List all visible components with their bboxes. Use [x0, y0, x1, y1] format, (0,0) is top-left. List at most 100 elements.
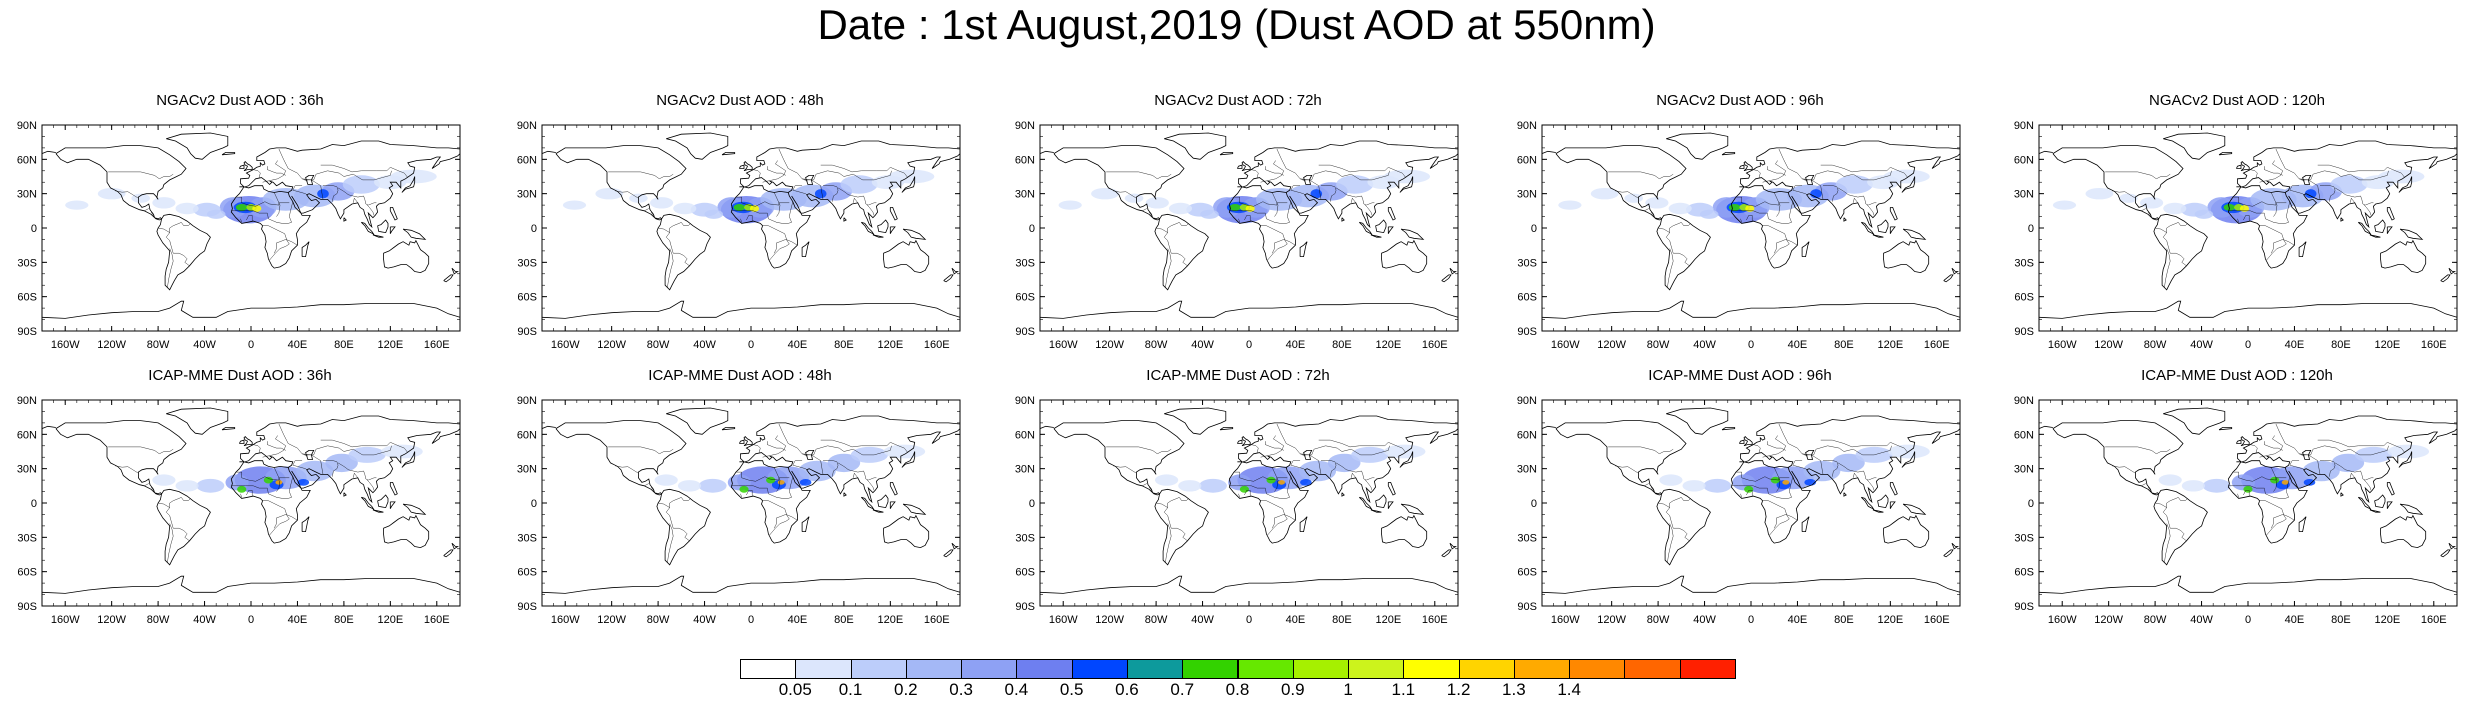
lat-tick-label: 60N	[17, 154, 37, 166]
lon-tick-label: 160W	[551, 614, 580, 626]
panel-title: ICAP-MME Dust AOD : 48h	[648, 367, 832, 384]
lat-tick-label: 0	[2028, 223, 2034, 235]
lon-tick-label: 40E	[788, 339, 808, 351]
lon-tick-label: 80W	[147, 614, 170, 626]
lon-tick-label: 120E	[1877, 614, 1903, 626]
lat-tick-label: 60S	[17, 567, 37, 579]
lon-tick-label: 160W	[551, 339, 580, 351]
colorbar-swatch	[1403, 659, 1460, 679]
colorbar-label: 1	[1343, 680, 1353, 699]
map-panel: ICAP-MME Dust AOD : 96h 90N 60N 30N 0 30S 60S 9…	[1500, 365, 1980, 640]
lat-tick-label: 30N	[1517, 189, 1537, 201]
lat-tick-label: 90N	[517, 120, 537, 132]
map-panel: NGACv2 Dust AOD : 96h 90N 60N 30N 0 30S 60S 90S…	[1500, 90, 1980, 365]
lon-tick-label: 80E	[2331, 614, 2351, 626]
lon-tick-label: 0	[1246, 339, 1252, 351]
lat-tick-label: 30S	[2014, 532, 2034, 544]
colorbar-swatch	[1458, 659, 1515, 679]
lon-tick-label: 120E	[2374, 339, 2400, 351]
lat-tick-label: 90S	[1517, 326, 1537, 338]
lat-tick-label: 90S	[1015, 326, 1035, 338]
lat-tick-label: 90S	[17, 326, 37, 338]
lat-tick-label: 90N	[17, 120, 37, 132]
map-panel: NGACv2 Dust AOD : 36h 90N 60N 30N 0 30S 60S 90S…	[0, 90, 480, 365]
colorbar-swatch	[961, 659, 1018, 679]
colorbar-label: 0.9	[1280, 680, 1305, 699]
lat-tick-label: 60S	[2014, 292, 2034, 304]
colorbar-label: 1.2	[1446, 680, 1471, 699]
lon-tick-label: 160W	[1551, 339, 1580, 351]
lat-tick-label: 0	[1029, 223, 1035, 235]
lat-tick-label: 90S	[1015, 601, 1035, 613]
lat-tick-label: 30S	[1015, 257, 1035, 269]
dust-aod-field	[2039, 132, 2457, 319]
lon-tick-label: 40E	[1788, 339, 1808, 351]
lat-tick-label: 60S	[1015, 292, 1035, 304]
map-panel: ICAP-MME Dust AOD : 120h 90N 60N 30N 0 30S 60S…	[1997, 365, 2473, 640]
lat-tick-label: 30S	[1015, 532, 1035, 544]
lat-tick-label: 30N	[1015, 189, 1035, 201]
lat-tick-label: 60N	[17, 429, 37, 441]
dust-aod-field	[42, 407, 460, 594]
lat-tick-label: 60N	[2014, 154, 2034, 166]
lat-tick-label: 90S	[17, 601, 37, 613]
lat-tick-label: 0	[2028, 498, 2034, 510]
dust-aod-field	[1040, 132, 1458, 319]
lon-tick-label: 80E	[1332, 339, 1352, 351]
lat-tick-label: 60N	[1015, 154, 1035, 166]
world-map: 90N 60N 30N 0 30S 60S 90S 160W 120W 80W 40W 0 40E 80E…	[17, 395, 461, 626]
figure-title: Date : 1st August,2019 (Dust AOD at 550n…	[817, 1, 1656, 48]
lat-tick-label: 60N	[517, 154, 537, 166]
dust-aod-field	[1040, 407, 1458, 594]
panel-title: ICAP-MME Dust AOD : 72h	[1146, 367, 1330, 384]
lon-tick-label: 0	[1748, 339, 1754, 351]
lat-tick-label: 90S	[2014, 326, 2034, 338]
lon-tick-label: 120W	[1597, 614, 1626, 626]
colorbar-label: 0.8	[1225, 680, 1250, 699]
colorbar-label: 0.2	[894, 680, 918, 699]
lon-tick-label: 40E	[1286, 614, 1306, 626]
colorbar-swatch	[740, 659, 797, 679]
map-panel: ICAP-MME Dust AOD : 48h 90N 60N 30N 0 30S 60S 9…	[500, 365, 980, 640]
lon-tick-label: 0	[1246, 614, 1252, 626]
lon-tick-label: 80W	[647, 339, 670, 351]
map-panel: NGACv2 Dust AOD : 72h 90N 60N 30N 0 30S 60S 90S…	[998, 90, 1478, 365]
colorbar-swatch	[795, 659, 852, 679]
lat-tick-label: 60N	[2014, 429, 2034, 441]
world-map: 90N 60N 30N 0 30S 60S 90S 160W 120W 80W 40W 0 40E 80E…	[17, 120, 461, 351]
dust-aod-field	[1542, 132, 1960, 319]
lat-tick-label: 90N	[17, 395, 37, 407]
colorbar-swatch	[1679, 659, 1736, 679]
lat-tick-label: 30S	[1517, 532, 1537, 544]
dust-aod-field	[542, 132, 960, 319]
lon-tick-label: 40W	[193, 339, 216, 351]
lon-tick-label: 120E	[1375, 614, 1401, 626]
lon-tick-label: 40W	[1693, 614, 1716, 626]
lat-tick-label: 0	[31, 498, 37, 510]
lat-tick-label: 30N	[2014, 189, 2034, 201]
lon-tick-label: 120E	[877, 614, 903, 626]
lon-tick-label: 0	[248, 339, 254, 351]
lat-tick-label: 90N	[1015, 395, 1035, 407]
lon-tick-label: 80E	[1834, 339, 1854, 351]
world-map: 90N 60N 30N 0 30S 60S 90S 160W 120W 80W 40W 0 40E 80E…	[517, 395, 961, 626]
lon-tick-label: 40W	[2190, 339, 2213, 351]
lon-tick-label: 160W	[51, 614, 80, 626]
colorbar-swatch	[1624, 659, 1681, 679]
lon-tick-label: 160W	[1049, 614, 1078, 626]
lon-tick-label: 160W	[2048, 339, 2077, 351]
lon-tick-label: 120W	[2094, 614, 2123, 626]
lon-tick-label: 160E	[424, 614, 450, 626]
aod-colorbar: 0.05 0.1 0.2 0.3 0.4 0.5 0.6 0.7 0.8 0.9 1 1.1 1.2 1.…	[740, 659, 1736, 699]
lat-tick-label: 90N	[2014, 395, 2034, 407]
colorbar-label: 0.4	[1004, 680, 1029, 699]
lat-tick-label: 60N	[1015, 429, 1035, 441]
panel-title: NGACv2 Dust AOD : 72h	[1154, 92, 1322, 109]
colorbar-label: 0.7	[1170, 680, 1195, 699]
lat-tick-label: 30N	[2014, 464, 2034, 476]
lon-tick-label: 0	[248, 614, 254, 626]
map-panel: ICAP-MME Dust AOD : 36h 90N 60N 30N 0 30S 60S 9…	[0, 365, 480, 640]
lon-tick-label: 80W	[1647, 339, 1670, 351]
lon-tick-label: 0	[748, 614, 754, 626]
world-map: 90N 60N 30N 0 30S 60S 90S 160W 120W 80W 40W 0 40E 80E…	[517, 120, 961, 351]
